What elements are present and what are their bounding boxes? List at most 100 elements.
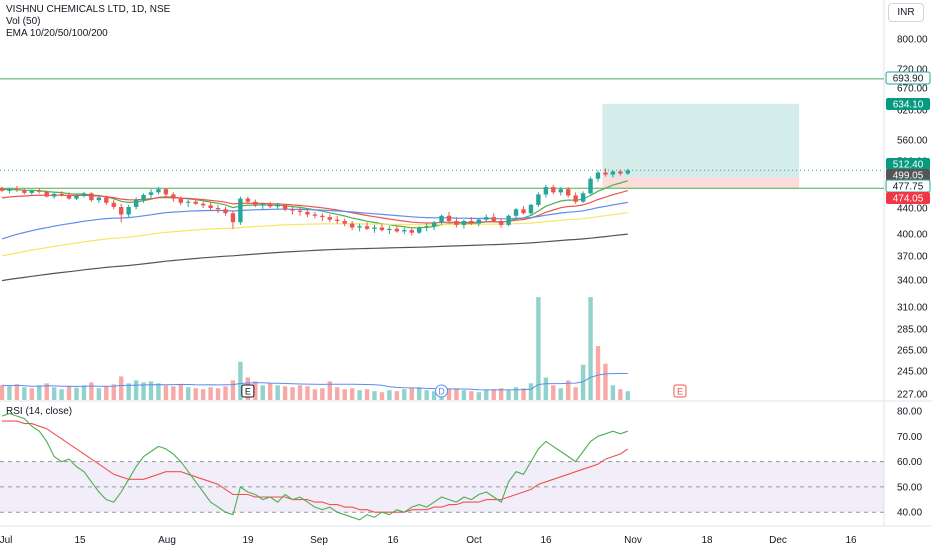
time-tick-label: Aug	[158, 535, 176, 546]
candle	[573, 192, 578, 204]
candle	[379, 223, 385, 232]
candle	[230, 210, 236, 229]
volume-bar	[349, 388, 355, 400]
candle-body	[476, 219, 481, 224]
candle	[424, 223, 429, 232]
price-tick-label: 370.00	[897, 252, 928, 263]
time-tick-label: 16	[845, 535, 857, 546]
volume-bar	[186, 387, 191, 400]
candle-body	[230, 213, 236, 223]
price-tick-label: 560.00	[897, 136, 928, 147]
volume-bar	[528, 383, 534, 400]
candle-body	[424, 226, 429, 228]
candle-body	[7, 189, 12, 191]
volume-bar	[156, 383, 161, 400]
volume-bar	[342, 389, 347, 400]
volume-bar	[558, 388, 563, 400]
candle-body	[335, 219, 340, 221]
candle-body	[454, 221, 459, 225]
volume-bar	[89, 382, 94, 400]
candle	[610, 170, 616, 178]
candle-body	[156, 189, 161, 193]
candle	[320, 213, 325, 221]
candle	[200, 201, 206, 208]
volume-bar	[469, 391, 474, 400]
price-label-box	[886, 169, 930, 181]
candle-body	[148, 192, 154, 195]
candle	[297, 208, 303, 216]
candle	[290, 206, 295, 215]
candle-body	[178, 198, 183, 203]
volume-bar	[22, 387, 27, 400]
price-tick-label: 227.00	[897, 390, 928, 401]
candle	[51, 192, 57, 199]
price-tick-label: 620.00	[897, 106, 928, 117]
volume-bar	[297, 385, 303, 400]
candle-body	[51, 193, 57, 197]
candle	[566, 187, 571, 198]
candle	[245, 196, 251, 204]
candle	[387, 226, 392, 234]
candle-body	[543, 187, 549, 195]
candle	[44, 190, 49, 198]
candle	[327, 214, 332, 223]
event-marker-shape	[435, 384, 449, 398]
price-label-ema: 499.05	[886, 169, 930, 182]
candle	[603, 168, 608, 177]
candle-body	[268, 203, 273, 207]
candle-body	[484, 217, 489, 220]
price-label-box	[886, 98, 930, 110]
price-tick-label: 720.00	[897, 65, 928, 76]
volume-bar	[521, 388, 526, 400]
price-label-last: 512.40	[886, 158, 930, 171]
volume-bar	[148, 381, 154, 400]
price-tick-label: 440.00	[897, 204, 928, 215]
volume-bar	[461, 390, 467, 400]
candle-body	[238, 198, 243, 223]
volume-bar	[260, 385, 265, 400]
price-label-box	[885, 71, 931, 85]
candle	[7, 188, 12, 194]
candle-body	[193, 201, 198, 204]
currency-selector[interactable]: INR	[888, 3, 924, 22]
event-marker-0: E	[241, 384, 255, 398]
candle-body	[603, 172, 608, 175]
volume-bar	[372, 391, 377, 400]
candle	[595, 170, 601, 182]
volume-bar	[81, 385, 87, 400]
candle-body	[141, 194, 146, 201]
volume-bar	[387, 390, 392, 400]
candle-body	[14, 189, 20, 191]
ema-200-line	[1, 233, 628, 282]
time-tick-label: Nov	[624, 535, 642, 546]
event-marker-label: D	[438, 387, 445, 397]
candle-body	[610, 171, 616, 175]
volume-bar	[126, 383, 131, 400]
price-tick-label: 400.00	[897, 230, 928, 241]
candle-body	[275, 204, 280, 207]
candle	[498, 218, 504, 228]
price-label-text: 499.05	[893, 171, 924, 182]
volume-bar	[230, 380, 236, 400]
candle-body	[29, 190, 34, 193]
candle-body	[312, 214, 318, 216]
candle	[156, 187, 161, 195]
time-tick-label: 19	[242, 535, 254, 546]
volume-bar	[171, 386, 176, 400]
candle-body	[223, 209, 228, 214]
volume-bar	[402, 389, 407, 400]
candle	[461, 219, 467, 229]
candle-body	[342, 221, 347, 224]
candle	[275, 202, 280, 210]
candle	[223, 206, 228, 216]
price-label-text: 634.10	[893, 100, 924, 111]
volume-bar	[327, 381, 332, 400]
candle	[618, 169, 623, 176]
volume-bar	[364, 389, 370, 400]
candle-body	[253, 201, 258, 205]
candle	[81, 191, 87, 198]
candle	[506, 214, 511, 227]
volume-bar	[610, 385, 616, 400]
